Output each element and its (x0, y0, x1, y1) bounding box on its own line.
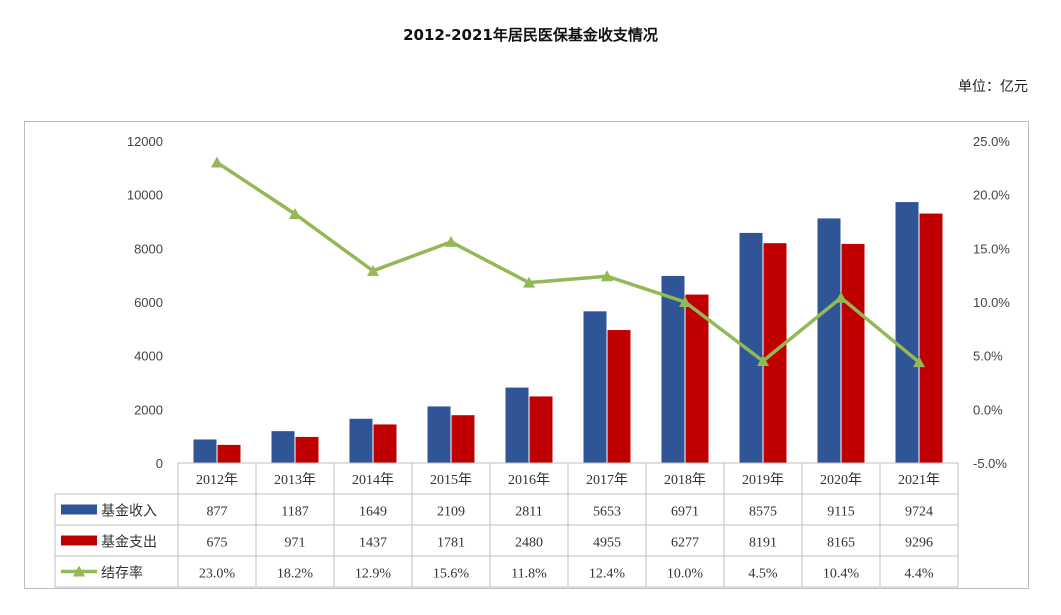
balance-rate-marker (211, 156, 223, 168)
expense-bar (607, 330, 631, 463)
table-cell: 6277 (671, 536, 699, 551)
table-cell: 9724 (905, 505, 933, 520)
unit-label: 单位：亿元 (958, 79, 1028, 95)
expense-bar (841, 243, 865, 463)
left-axis-tick-label: 0 (156, 456, 163, 471)
balance-rate-line (216, 161, 921, 364)
expense-bar (451, 415, 475, 463)
right-axis-tick-label: 25.0% (973, 134, 1010, 149)
table-cell: 11.8% (511, 567, 547, 582)
table-category-label: 2015年 (430, 472, 472, 488)
table-category-label: 2019年 (742, 472, 784, 488)
table-row-label: 基金支出 (101, 534, 157, 551)
table-category-label: 2013年 (274, 472, 316, 488)
balance-rate-marker (679, 296, 691, 307)
balance-rate-marker (445, 235, 457, 247)
table-cell: 8165 (827, 536, 855, 551)
right-axis-tick-label: 0.0% (973, 402, 1003, 417)
table-category-label: 2016年 (508, 472, 550, 488)
legend-key-income (61, 504, 97, 515)
left-axis-tick-label: 6000 (134, 295, 163, 310)
table-cell: 18.2% (277, 567, 314, 582)
table-cell: 2811 (515, 505, 542, 520)
table-cell: 5653 (593, 505, 621, 520)
income-bar (583, 311, 607, 463)
table-row-label: 结存率 (101, 565, 143, 582)
table-cell: 675 (207, 536, 228, 551)
right-axis-tick-label: 10.0% (973, 295, 1010, 310)
left-axis-tick-label: 4000 (134, 349, 163, 364)
table-cell: 9296 (905, 536, 933, 551)
expense-bar (529, 396, 553, 463)
table-cell: 4955 (593, 536, 621, 551)
table-cell: 12.9% (355, 567, 392, 582)
expense-bar (373, 424, 397, 463)
income-bar (661, 275, 685, 463)
table-cell: 4.4% (904, 567, 934, 582)
table-cell: 4.5% (748, 567, 778, 582)
chart-title: 2012-2021年居民医保基金收支情况 (403, 26, 658, 44)
balance-rate-marker (289, 207, 301, 219)
left-axis-tick-label: 8000 (134, 241, 163, 256)
expense-bar (919, 213, 943, 463)
legend-key-rate-marker (73, 565, 85, 577)
table-category-label: 2018年 (664, 472, 706, 488)
table-category-label: 2012年 (196, 472, 238, 488)
balance-rate-marker (835, 291, 847, 303)
table-cell: 2109 (437, 505, 465, 520)
table-cell: 10.0% (667, 567, 704, 582)
table-cell: 23.0% (199, 567, 236, 582)
table-cell: 12.4% (589, 567, 626, 582)
table-category-label: 2021年 (898, 472, 940, 488)
left-axis-tick-label: 10000 (127, 188, 163, 203)
right-axis-tick-label: -5.0% (973, 456, 1007, 471)
balance-rate-marker (367, 264, 379, 276)
table-category-label: 2020年 (820, 472, 862, 488)
table-cell: 8191 (749, 536, 777, 551)
table-cell: 971 (285, 536, 306, 551)
table-category-label: 2014年 (352, 472, 394, 488)
right-axis-tick-label: 5.0% (973, 349, 1003, 364)
expense-bar (217, 444, 241, 463)
table-cell: 10.4% (823, 567, 860, 582)
right-axis-tick-label: 20.0% (973, 188, 1010, 203)
right-axis-tick-label: 15.0% (973, 241, 1010, 256)
table-cell: 6971 (671, 505, 699, 520)
chart-frame (24, 121, 1029, 589)
table-cell: 1781 (437, 536, 465, 551)
balance-rate-marker (757, 355, 769, 367)
table-row-label: 基金收入 (101, 503, 157, 520)
table-cell: 9115 (827, 505, 854, 520)
balance-rate-marker (523, 276, 535, 288)
income-bar (349, 418, 373, 463)
expense-bar (685, 294, 709, 463)
income-bar (427, 406, 451, 463)
income-bar (895, 202, 919, 463)
income-bar (193, 439, 217, 463)
balance-rate-marker (601, 270, 613, 282)
table-category-label: 2017年 (586, 472, 628, 488)
left-axis-tick-label: 2000 (134, 402, 163, 417)
income-bar (271, 431, 295, 463)
income-bar (817, 218, 841, 463)
expense-bar (295, 436, 319, 463)
income-bar (739, 232, 763, 463)
table-cell: 15.6% (433, 567, 470, 582)
table-cell: 877 (207, 505, 228, 520)
left-axis-tick-label: 12000 (127, 134, 163, 149)
table-cell: 8575 (749, 505, 777, 520)
table-cell: 2480 (515, 536, 543, 551)
legend-key-expense (61, 535, 97, 546)
table-cell: 1437 (359, 536, 387, 551)
balance-rate-marker (913, 356, 925, 368)
table-cell: 1649 (359, 505, 387, 520)
income-bar (505, 387, 529, 463)
table-cell: 1187 (281, 505, 308, 520)
